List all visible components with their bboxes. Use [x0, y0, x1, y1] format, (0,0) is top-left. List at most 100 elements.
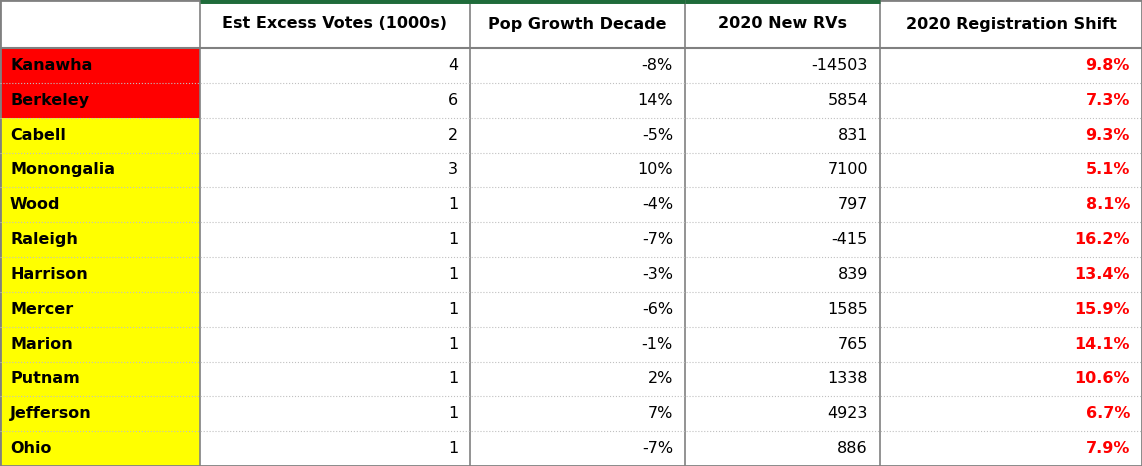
Text: 1: 1 — [448, 267, 458, 282]
Bar — [200, 222, 471, 257]
Bar — [471, 292, 685, 327]
Text: 6: 6 — [448, 93, 458, 108]
Text: 13.4%: 13.4% — [1075, 267, 1129, 282]
Bar — [685, 0, 880, 48]
Bar — [200, 431, 471, 466]
Text: 7.3%: 7.3% — [1086, 93, 1129, 108]
Bar — [0, 152, 200, 187]
Text: 1: 1 — [448, 441, 458, 456]
Bar — [0, 292, 200, 327]
Bar — [200, 118, 471, 152]
Text: 1585: 1585 — [827, 302, 868, 317]
Bar — [685, 83, 880, 118]
Text: -4%: -4% — [642, 197, 673, 212]
Bar — [471, 0, 685, 48]
Bar — [880, 397, 1142, 431]
Text: 1: 1 — [448, 302, 458, 317]
Text: -415: -415 — [831, 232, 868, 247]
Bar — [880, 257, 1142, 292]
Bar — [0, 83, 200, 118]
Text: 5.1%: 5.1% — [1086, 163, 1129, 178]
Text: 7.9%: 7.9% — [1086, 441, 1129, 456]
Bar — [471, 83, 685, 118]
Bar — [200, 187, 471, 222]
Text: 4923: 4923 — [828, 406, 868, 421]
Text: 2: 2 — [448, 128, 458, 143]
Bar — [880, 327, 1142, 362]
Text: -7%: -7% — [642, 232, 673, 247]
Bar — [685, 431, 880, 466]
Bar — [471, 362, 685, 397]
Text: 2%: 2% — [648, 371, 673, 386]
Bar — [471, 48, 685, 83]
Text: 2020 New RVs: 2020 New RVs — [718, 16, 847, 32]
Bar — [880, 0, 1142, 48]
Bar — [471, 397, 685, 431]
Bar — [685, 362, 880, 397]
Text: Marion: Marion — [10, 336, 73, 351]
Bar — [880, 362, 1142, 397]
Bar — [685, 152, 880, 187]
Text: 7%: 7% — [648, 406, 673, 421]
Bar — [880, 48, 1142, 83]
Bar — [685, 222, 880, 257]
Text: Monongalia: Monongalia — [10, 163, 115, 178]
Bar — [200, 362, 471, 397]
Text: -14503: -14503 — [812, 58, 868, 73]
Text: 7100: 7100 — [827, 163, 868, 178]
Text: 1338: 1338 — [828, 371, 868, 386]
Text: 1: 1 — [448, 232, 458, 247]
Text: 8.1%: 8.1% — [1086, 197, 1129, 212]
Bar — [0, 48, 200, 83]
Bar — [685, 187, 880, 222]
Bar — [200, 83, 471, 118]
Bar — [685, 397, 880, 431]
Text: Wood: Wood — [10, 197, 61, 212]
Text: -1%: -1% — [642, 336, 673, 351]
Text: -6%: -6% — [642, 302, 673, 317]
Bar — [0, 362, 200, 397]
Text: 1: 1 — [448, 371, 458, 386]
Bar — [880, 292, 1142, 327]
Bar — [0, 431, 200, 466]
Text: 3: 3 — [448, 163, 458, 178]
Text: 1: 1 — [448, 197, 458, 212]
Text: 831: 831 — [837, 128, 868, 143]
Bar — [0, 397, 200, 431]
Bar — [471, 118, 685, 152]
Bar — [200, 257, 471, 292]
Bar — [0, 327, 200, 362]
Bar — [0, 187, 200, 222]
Text: -3%: -3% — [642, 267, 673, 282]
Text: 2020 Registration Shift: 2020 Registration Shift — [906, 16, 1117, 32]
Text: 1: 1 — [448, 336, 458, 351]
Bar — [0, 118, 200, 152]
Text: 839: 839 — [837, 267, 868, 282]
Bar — [0, 257, 200, 292]
Text: Mercer: Mercer — [10, 302, 73, 317]
Text: Harrison: Harrison — [10, 267, 88, 282]
Bar — [471, 222, 685, 257]
Text: Kanawha: Kanawha — [10, 58, 93, 73]
Bar — [880, 431, 1142, 466]
Text: 886: 886 — [837, 441, 868, 456]
Text: Jefferson: Jefferson — [10, 406, 91, 421]
Bar — [880, 152, 1142, 187]
Bar — [685, 48, 880, 83]
Text: 797: 797 — [837, 197, 868, 212]
Bar — [685, 118, 880, 152]
Text: 15.9%: 15.9% — [1075, 302, 1129, 317]
Text: 10.6%: 10.6% — [1075, 371, 1129, 386]
Text: 6.7%: 6.7% — [1086, 406, 1129, 421]
Bar — [880, 222, 1142, 257]
Text: 765: 765 — [837, 336, 868, 351]
Bar — [880, 83, 1142, 118]
Text: 10%: 10% — [637, 163, 673, 178]
Text: Putnam: Putnam — [10, 371, 80, 386]
Text: 9.3%: 9.3% — [1086, 128, 1129, 143]
Text: -8%: -8% — [642, 58, 673, 73]
Text: Pop Growth Decade: Pop Growth Decade — [489, 16, 667, 32]
Bar — [200, 152, 471, 187]
Text: Berkeley: Berkeley — [10, 93, 89, 108]
Text: Cabell: Cabell — [10, 128, 66, 143]
